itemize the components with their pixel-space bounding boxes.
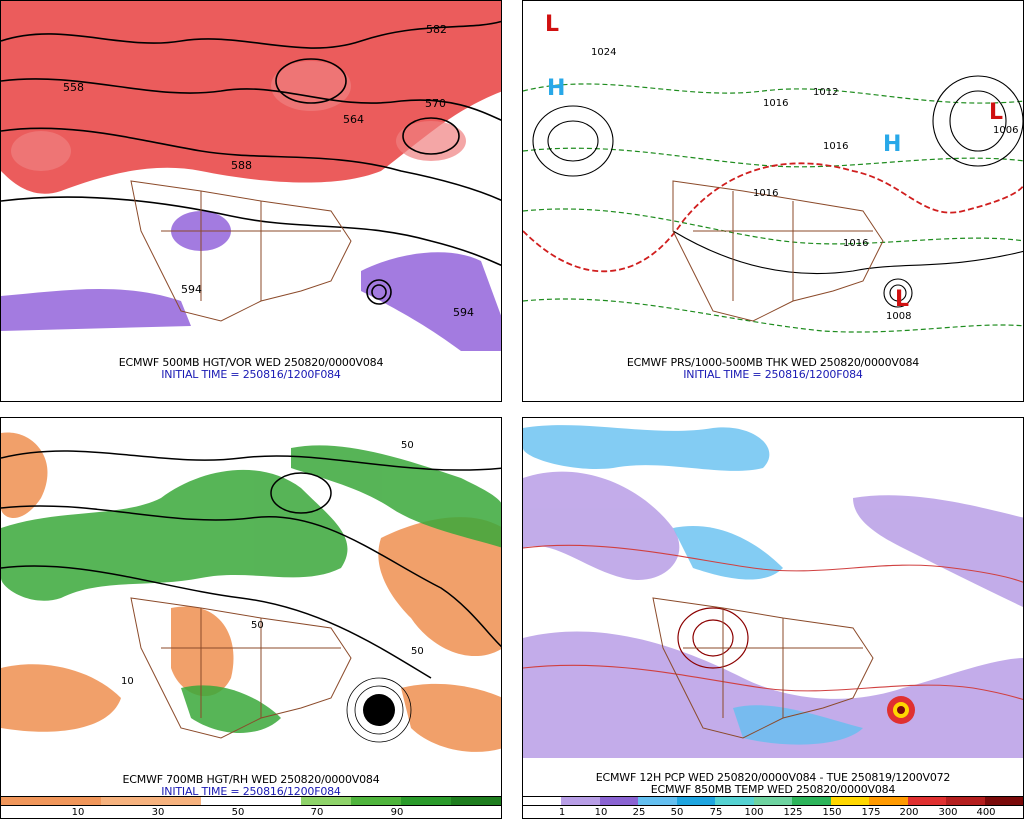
isobar-label: 1016 — [823, 141, 848, 152]
height-label: 570 — [425, 97, 446, 110]
colorbar-swatch — [715, 797, 754, 805]
rh-colorbar-labels: 10 30 50 70 90 — [1, 806, 501, 818]
colorbar-swatch — [599, 797, 639, 805]
isobar-label: 1008 — [886, 311, 911, 322]
colorbar-swatch — [251, 797, 301, 805]
colorbar-label: 150 — [822, 807, 842, 818]
colorbar-swatch — [201, 797, 251, 805]
map-precip — [523, 425, 1023, 758]
isobar-label: 1006 — [993, 125, 1018, 136]
colorbar-label: 10 — [594, 807, 608, 818]
colorbar-swatch — [638, 797, 677, 805]
map-pressure: L H L L H 1024 1016 1016 1016 1016 1008 … — [523, 12, 1023, 333]
colorbar-swatch — [676, 797, 716, 805]
map-500mb: 582 558 564 570 588 594 594 — [1, 1, 501, 351]
caption-initial-time: INITIAL TIME = 250816/1200F084 — [161, 368, 341, 381]
colorbar-label: 100 — [744, 807, 764, 818]
precip-colorbar-scale — [523, 796, 1023, 806]
panel-precip-850mb: ECMWF 12H PCP WED 250820/0000V084 - TUE … — [522, 417, 1024, 819]
height-label: 582 — [426, 23, 447, 36]
colorbar-swatch — [523, 797, 562, 805]
precip-colorbar: 1 10 25 50 75 100 125 150 175 200 300 400 — [523, 796, 1023, 818]
colorbar-label: 175 — [861, 807, 881, 818]
caption-initial-time: INITIAL TIME = 250816/1200F084 — [683, 368, 863, 381]
caption-title: ECMWF 500MB HGT/VOR WED 250820/0000V084 — [118, 356, 384, 369]
colorbar-swatch — [401, 797, 451, 805]
colorbar-label: 125 — [783, 807, 803, 818]
colorbar-swatch — [51, 797, 101, 805]
colorbar-label: 90 — [390, 807, 404, 818]
colorbar-swatch — [946, 797, 985, 805]
colorbar-swatch — [451, 797, 501, 805]
low-pressure-label: L — [895, 287, 909, 312]
rh-label: 50 — [401, 440, 414, 451]
colorbar-swatch — [1, 797, 51, 805]
isobar-label: 1016 — [753, 188, 778, 199]
isobar-label: 1016 — [843, 238, 868, 249]
height-label: 588 — [231, 159, 252, 172]
colorbar-swatch — [301, 797, 351, 805]
panel-caption: ECMWF 12H PCP WED 250820/0000V084 - TUE … — [523, 772, 1023, 796]
panel-caption: ECMWF 500MB HGT/VOR WED 250820/0000V084 … — [1, 357, 501, 381]
colorbar-swatch — [792, 797, 831, 805]
colorbar-label: 200 — [899, 807, 919, 818]
panel-700mb-rh: 50 50 10 50 ECMWF 700MB HGT/RH WED 25082… — [0, 417, 502, 819]
isobar-label: 1016 — [763, 98, 788, 109]
colorbar-swatch — [830, 797, 870, 805]
colorbar-label: 10 — [71, 807, 85, 818]
colorbar-swatch — [351, 797, 401, 805]
colorbar-label: 30 — [151, 807, 165, 818]
low-pressure-label: L — [989, 100, 1003, 125]
precip-colorbar-labels: 1 10 25 50 75 100 125 150 175 200 300 400 — [523, 806, 1023, 818]
colorbar-label: 50 — [231, 807, 245, 818]
high-pressure-label: H — [547, 76, 565, 101]
colorbar-label: 70 — [310, 807, 324, 818]
colorbar-label: 300 — [938, 807, 958, 818]
caption-title: ECMWF PRS/1000-500MB THK WED 250820/0000… — [626, 356, 920, 369]
height-label: 594 — [453, 306, 474, 319]
colorbar-label: 1 — [558, 807, 566, 818]
isobar-label: 1012 — [813, 87, 838, 98]
panel-pressure-thickness: L H L L H 1024 1016 1016 1016 1016 1008 … — [522, 0, 1024, 402]
height-label: 558 — [63, 81, 84, 94]
panel-caption: ECMWF 700MB HGT/RH WED 250820/0000V084 I… — [1, 774, 501, 798]
colorbar-swatch — [753, 797, 793, 805]
colorbar-swatch — [561, 797, 600, 805]
low-pressure-label: L — [545, 12, 559, 37]
rh-label: 10 — [121, 676, 134, 687]
map-700mb: 50 50 10 50 — [1, 432, 501, 752]
colorbar-label: 75 — [709, 807, 723, 818]
caption-subtitle: ECMWF 850MB TEMP WED 250820/0000V084 — [650, 783, 896, 796]
colorbar-swatch — [984, 797, 1023, 805]
panel-caption: ECMWF PRS/1000-500MB THK WED 250820/0000… — [523, 357, 1023, 381]
rh-label: 50 — [411, 646, 424, 657]
colorbar-swatch — [869, 797, 908, 805]
caption-title: ECMWF 12H PCP WED 250820/0000V084 - TUE … — [595, 771, 951, 784]
height-label: 564 — [343, 113, 364, 126]
rh-colorbar-scale — [1, 796, 501, 806]
isobar-label: 1024 — [591, 47, 616, 58]
colorbar-swatch — [907, 797, 947, 805]
caption-initial-time: INITIAL TIME = 250816/1200F084 — [161, 785, 341, 798]
colorbar-swatch — [151, 797, 201, 805]
colorbar-label: 400 — [976, 807, 996, 818]
rh-colorbar: 10 30 50 70 90 — [1, 796, 501, 818]
rh-label: 50 — [251, 620, 264, 631]
height-label: 594 — [181, 283, 202, 296]
panel-500mb-vorticity: 582 558 564 570 588 594 594 ECMWF 500MB … — [0, 0, 502, 402]
caption-title: ECMWF 700MB HGT/RH WED 250820/0000V084 — [122, 773, 380, 786]
colorbar-label: 25 — [632, 807, 646, 818]
high-pressure-label: H — [883, 132, 901, 157]
colorbar-label: 50 — [670, 807, 684, 818]
colorbar-swatch — [101, 797, 151, 805]
